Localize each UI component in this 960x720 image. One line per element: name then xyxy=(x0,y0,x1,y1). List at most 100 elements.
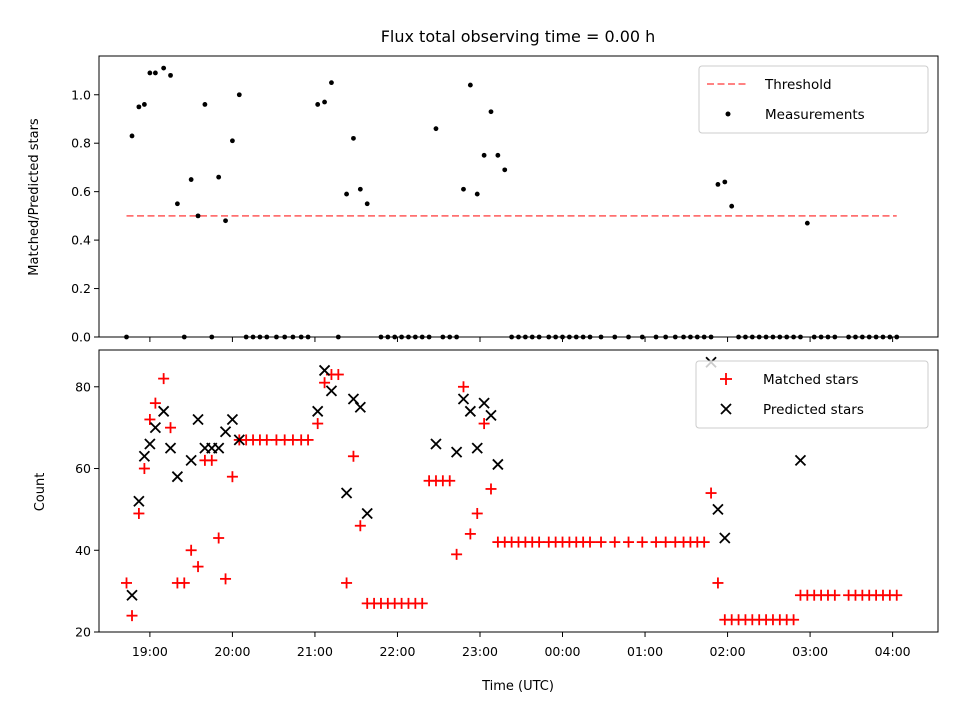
chart-title: Flux total observing time = 0.00 h xyxy=(381,27,656,46)
legend-threshold-label: Threshold xyxy=(764,77,832,93)
predicted-star-point xyxy=(126,589,138,601)
measurement-point xyxy=(488,109,494,115)
bottom-y-tick-label: 40 xyxy=(75,543,91,558)
predicted-star-point xyxy=(158,405,170,417)
matched-star-point xyxy=(705,487,717,499)
legend-predicted-label: Predicted stars xyxy=(763,402,864,418)
measurement-point xyxy=(474,191,480,197)
predicted-star-point xyxy=(471,442,483,454)
predicted-star-point xyxy=(185,454,197,466)
predicted-star-point xyxy=(450,446,463,458)
measurement-point xyxy=(461,186,466,192)
matched-star-point xyxy=(485,483,497,495)
predicted-star-point xyxy=(354,401,366,413)
top-y-axis-label: Matched/Predicted stars xyxy=(27,118,42,276)
predicted-star-point xyxy=(361,507,373,520)
x-tick-label: 02:00 xyxy=(710,644,746,659)
measurement-point xyxy=(315,102,321,107)
predicted-star-point xyxy=(318,364,331,377)
measurement-point xyxy=(322,99,327,105)
matched-star-point xyxy=(226,471,238,483)
matched-star-point xyxy=(149,397,161,409)
top-y-tick-label: 0.0 xyxy=(71,330,91,345)
x-tick-label: 22:00 xyxy=(379,644,415,659)
matched-star-point xyxy=(584,536,596,548)
measurement-point xyxy=(188,177,194,182)
top-y-tick-label: 0.2 xyxy=(71,281,91,296)
measurement-point xyxy=(174,201,180,207)
measurement-point xyxy=(236,92,242,98)
matched-star-point xyxy=(623,536,635,548)
matched-star-point xyxy=(464,528,476,540)
top-y-tick-label: 1.0 xyxy=(71,87,91,102)
matched-star-point xyxy=(138,463,150,475)
predicted-star-point xyxy=(312,405,324,417)
measurement-point xyxy=(502,167,508,173)
measurement-point xyxy=(495,152,501,158)
legend-matched-label: Matched stars xyxy=(763,372,859,388)
predicted-star-point xyxy=(164,442,177,454)
predicted-star-point xyxy=(485,409,497,422)
matched-star-point xyxy=(609,536,621,548)
measurement-point xyxy=(433,126,439,132)
x-tick-label: 23:00 xyxy=(462,644,498,659)
matched-star-point xyxy=(144,413,156,425)
predicted-star-point xyxy=(144,438,156,450)
predicted-star-point xyxy=(464,405,476,417)
x-tick-label: 20:00 xyxy=(214,644,250,659)
top-y-tick-label: 0.6 xyxy=(71,184,91,199)
x-tick-label: 00:00 xyxy=(544,644,580,659)
predicted-star-point xyxy=(171,471,184,483)
matched-star-point xyxy=(206,454,218,466)
matched-star-point xyxy=(698,536,710,548)
predicted-star-point xyxy=(457,393,470,405)
legend-measurements-swatch xyxy=(725,111,731,117)
bottom-y-tick-label: 20 xyxy=(75,625,91,640)
matched-star-point xyxy=(478,418,490,430)
matched-star-point xyxy=(332,369,344,381)
predicted-star-point xyxy=(492,458,504,471)
x-tick-label: 21:00 xyxy=(297,644,333,659)
matched-star-point xyxy=(213,532,225,544)
measurement-point xyxy=(729,203,735,209)
bottom-y-axis-label: Count xyxy=(33,473,48,512)
matched-star-point xyxy=(712,577,724,589)
measurement-point xyxy=(147,70,153,76)
matched-star-point xyxy=(891,589,903,601)
legend-predicted-swatch xyxy=(720,403,732,415)
top-legend: Threshold Measurements xyxy=(698,65,929,134)
bottom-panel: 20 40 60 80 19:00 20:00 21:00 22:00 23:00 00:00 0… xyxy=(33,349,939,694)
matched-star-point xyxy=(185,544,197,556)
matched-star-point xyxy=(133,507,145,519)
measurement-point xyxy=(136,104,142,110)
x-tick-label: 19:00 xyxy=(132,644,168,659)
measurement-point xyxy=(722,179,728,185)
matched-star-point xyxy=(636,536,648,548)
measurement-point xyxy=(152,70,158,76)
matched-star-point xyxy=(126,610,138,622)
measurement-point xyxy=(344,191,349,197)
measurement-point xyxy=(351,135,356,141)
measurement-point xyxy=(129,133,135,139)
top-axes-frame xyxy=(98,55,939,338)
measurement-point xyxy=(195,213,201,219)
matched-star-point xyxy=(261,434,273,446)
predicted-star-point xyxy=(325,385,338,397)
measurement-point xyxy=(481,152,487,158)
matched-star-point xyxy=(319,377,331,389)
bottom-axes-frame xyxy=(98,349,939,633)
predicted-star-point xyxy=(794,454,807,466)
matched-star-point xyxy=(650,536,662,548)
measurement-point xyxy=(216,174,222,180)
predicted-star-point xyxy=(219,426,232,438)
matched-star-point xyxy=(788,614,800,626)
x-tick-label: 01:00 xyxy=(627,644,663,659)
x-tick-label: 04:00 xyxy=(875,644,911,659)
predicted-star-point xyxy=(149,422,162,434)
matched-star-point xyxy=(165,422,177,434)
matched-star-point xyxy=(471,507,483,519)
measurement-point xyxy=(329,80,334,86)
top-panel: 0.0 0.2 0.4 0.6 0.8 1.0 Matched/Predicted sta… xyxy=(27,55,939,345)
predicted-star-point xyxy=(192,413,204,426)
